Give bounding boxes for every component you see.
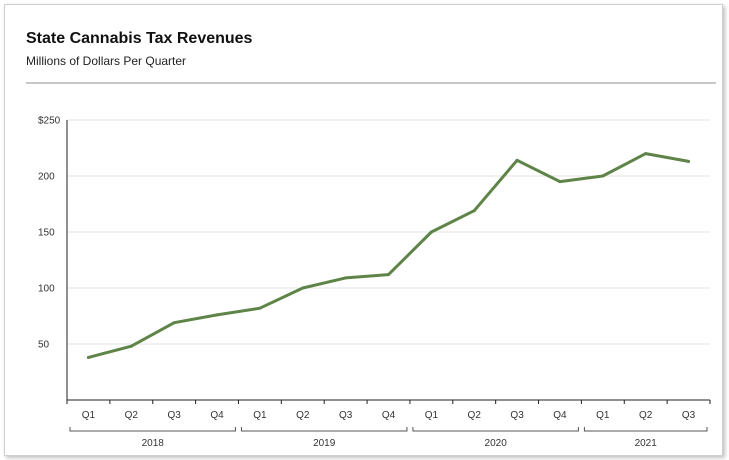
series-line-1 [86,152,691,359]
x-tick-labels: Q1 Q2 Q3 Q4 Q1 Q2 Q3 Q4 Q1 Q2 Q3 Q4 Q1 Q2 Q3 [82,410,696,421]
year-label-2019: 2019 [313,438,336,449]
y-tick-label-250: $250 [38,116,61,127]
x-tick-label-6: Q2 [296,410,310,421]
x-tick-label-13: Q1 [596,410,610,421]
x-tick-label-5: Q1 [253,410,267,421]
x-tick-label-8: Q4 [382,410,396,421]
year-bracket-2021 [583,427,708,432]
x-tick-label-9: Q1 [425,410,439,421]
data-point-11 [515,158,519,162]
x-tick-label-4: Q4 [210,410,224,421]
gridlines [67,119,710,345]
x-tick-label-11: Q3 [510,410,524,421]
y-tick-label-150: 150 [38,228,55,239]
data-point-12 [558,180,562,184]
data-point-13 [601,174,605,178]
y-tick-labels: 50 100 150 200 $250 [38,116,61,351]
y-tick-label-100: 100 [38,284,55,295]
year-label-2021: 2021 [635,438,658,449]
chart-title: State Cannabis Tax Revenues [26,30,253,47]
x-tick-label-15: Q3 [682,410,696,421]
y-tick-label-50: 50 [38,340,50,351]
year-bracket-2018 [69,427,236,432]
data-point-10 [472,209,476,213]
year-bracket-2020 [412,427,579,432]
series [86,152,691,359]
chart-subtitle: Millions of Dollars Per Quarter [26,54,187,68]
x-tick-label-3: Q3 [167,410,181,421]
data-point-2 [129,344,133,348]
year-label-2020: 2020 [485,438,508,449]
data-point-5 [258,306,262,310]
x-tick-label-14: Q2 [639,410,653,421]
data-point-14 [644,152,648,156]
x-tick-label-2: Q2 [125,410,139,421]
x-tick-label-12: Q4 [553,410,567,421]
title-divider [26,82,716,84]
data-point-1 [86,355,90,359]
x-tick-label-7: Q3 [339,410,353,421]
data-point-15 [687,159,691,163]
axes [66,120,711,404]
year-bracket-2019 [240,427,408,432]
x-tick-label-10: Q2 [468,410,482,421]
year-label-2018: 2018 [142,438,165,449]
chart-frame [4,4,723,456]
data-point-4 [215,313,219,317]
data-point-8 [387,273,390,277]
data-point-3 [172,321,176,325]
data-point-7 [344,276,348,280]
data-point-9 [429,230,433,234]
x-tick-label-1: Q1 [82,410,96,421]
year-groups: 2018 2019 2020 2021 [69,427,708,449]
data-point-6 [301,286,305,290]
y-tick-label-200: 200 [38,172,55,183]
